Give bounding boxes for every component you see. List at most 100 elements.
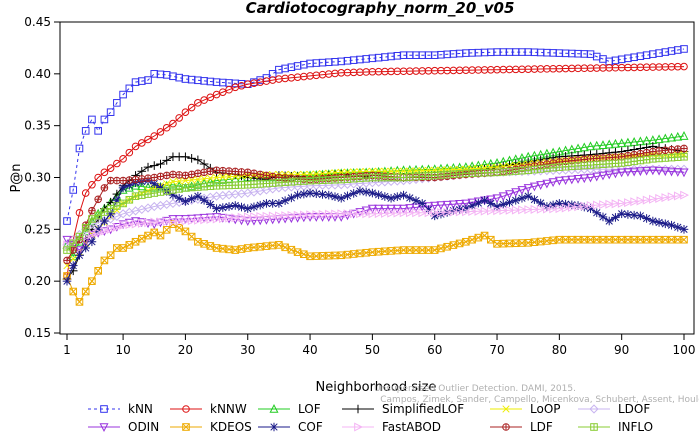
data-point <box>250 180 258 189</box>
data-point <box>673 191 683 201</box>
data-point <box>125 148 134 157</box>
data-point <box>486 195 496 205</box>
chart-title: Cardiotocography_norm_20_v05 <box>246 0 515 17</box>
data-point <box>249 202 259 212</box>
data-point <box>300 210 309 220</box>
legend-item-odin: ODIN <box>88 420 159 434</box>
data-point <box>131 237 140 246</box>
data-point <box>162 156 172 165</box>
legend-label: LDOF <box>618 402 650 416</box>
series-inflo <box>63 152 688 254</box>
legend-marker <box>589 404 599 414</box>
data-point <box>162 217 172 227</box>
data-point <box>219 88 227 96</box>
data-point <box>568 202 577 212</box>
legend-marker <box>353 404 363 414</box>
data-point <box>467 201 477 211</box>
data-point <box>437 244 445 253</box>
data-point <box>156 128 165 136</box>
data-point <box>605 199 615 209</box>
data-point <box>636 149 645 158</box>
data-point <box>599 200 608 210</box>
data-point <box>380 192 390 201</box>
data-point <box>187 176 196 184</box>
data-point <box>605 153 614 162</box>
data-point <box>225 85 233 94</box>
data-point <box>169 177 177 186</box>
data-point <box>536 204 546 214</box>
data-point <box>680 152 688 161</box>
data-point <box>243 212 253 222</box>
data-point <box>543 204 552 214</box>
data-point <box>636 196 646 206</box>
data-point <box>306 252 314 261</box>
data-point <box>324 190 334 200</box>
data-point <box>642 235 651 244</box>
data-point <box>442 200 452 210</box>
data-point <box>306 210 316 220</box>
data-point <box>125 176 134 184</box>
data-point <box>680 45 688 53</box>
data-point <box>599 154 607 162</box>
data-point <box>144 135 152 144</box>
data-point <box>156 159 165 169</box>
x-tick-label: 50 <box>365 343 380 357</box>
data-point <box>74 246 84 256</box>
data-point <box>611 199 621 209</box>
data-point <box>169 170 177 179</box>
data-point <box>206 242 215 250</box>
data-point <box>374 209 384 219</box>
data-point <box>579 174 589 184</box>
axis-layer: 1 10 20 30 40 50 60 70 80 90 100 0.15 0.20 0.25 0.30 0.… <box>24 15 695 357</box>
x-axis-title: Neighborhood size <box>316 380 437 395</box>
data-point <box>119 220 129 230</box>
data-point <box>449 165 458 174</box>
data-point <box>623 137 633 147</box>
data-point <box>75 232 84 241</box>
data-point <box>318 252 327 260</box>
data-point <box>318 209 328 219</box>
data-point <box>281 243 289 252</box>
data-point <box>144 174 152 182</box>
data-point <box>194 237 202 246</box>
data-point <box>517 186 527 195</box>
data-point <box>143 162 153 172</box>
data-point <box>75 208 84 217</box>
data-point <box>106 214 116 224</box>
data-point <box>430 201 440 211</box>
x-tick-label: 30 <box>240 343 255 357</box>
data-point <box>125 241 134 249</box>
data-point <box>212 166 221 175</box>
data-point <box>94 267 102 275</box>
data-point <box>106 224 116 234</box>
data-point <box>106 176 115 185</box>
legend-label: SimplifiedLOF <box>382 402 464 416</box>
data-point <box>106 108 115 116</box>
data-point <box>237 212 247 222</box>
data-point <box>181 108 190 116</box>
data-point <box>585 141 596 151</box>
data-point <box>599 160 607 169</box>
data-point <box>150 228 159 237</box>
data-point <box>88 180 96 189</box>
x-tick-label: 40 <box>302 343 317 357</box>
data-point <box>386 204 396 214</box>
data-point <box>194 215 203 225</box>
data-point <box>642 195 652 205</box>
data-point <box>611 153 620 161</box>
legend-label: LoOP <box>530 402 561 416</box>
data-point <box>443 166 451 174</box>
data-point <box>654 134 664 144</box>
data-point <box>300 250 308 259</box>
legend-item-ldf: LDF <box>490 420 553 434</box>
x-tick-label: 1 <box>63 343 71 357</box>
data-point <box>524 205 534 215</box>
data-point <box>337 209 347 219</box>
data-point <box>69 239 78 248</box>
data-point <box>673 131 683 141</box>
data-point <box>667 220 676 230</box>
data-point <box>100 256 109 265</box>
data-point <box>200 96 208 104</box>
data-point <box>343 191 352 201</box>
